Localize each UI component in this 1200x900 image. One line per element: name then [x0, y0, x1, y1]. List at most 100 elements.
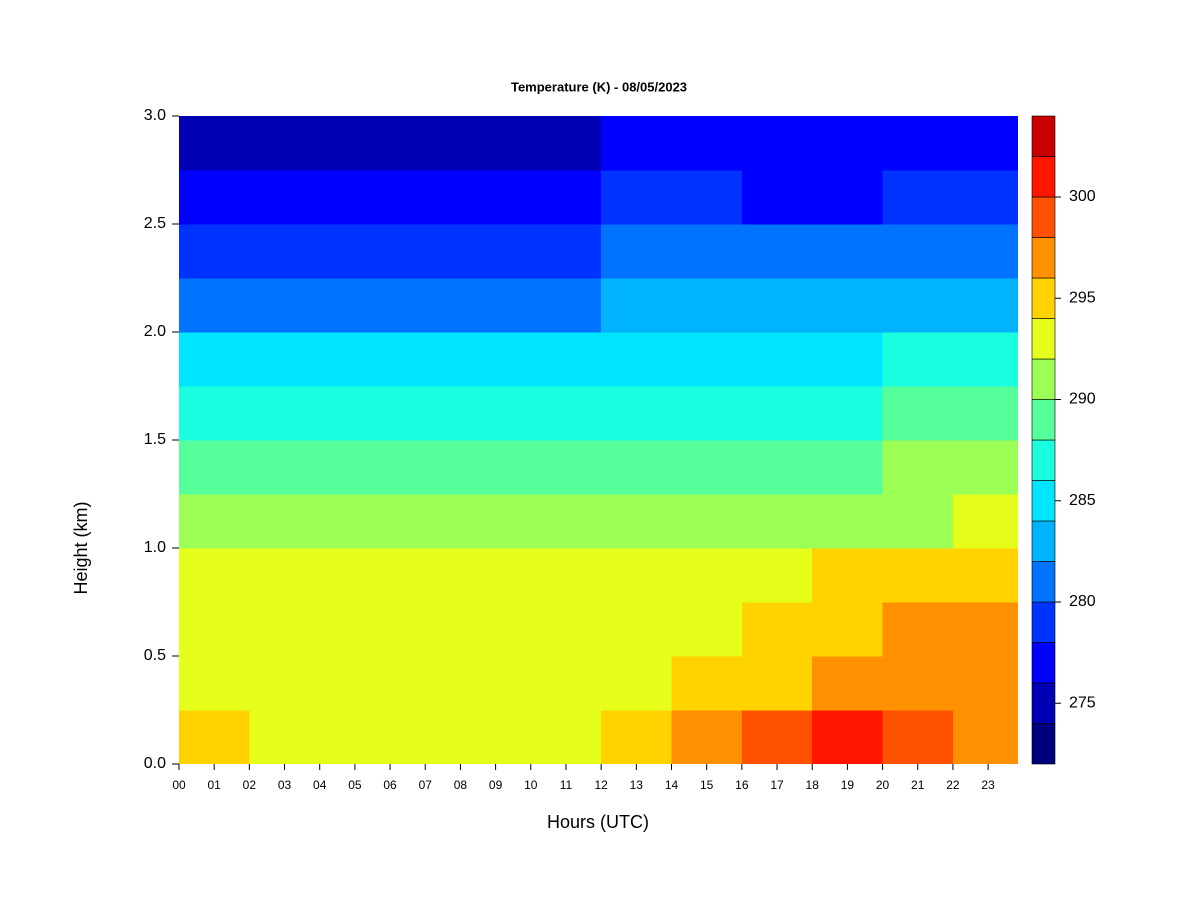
contour-cell — [390, 116, 461, 171]
contour-cell — [460, 386, 532, 441]
contour-cell — [530, 170, 602, 225]
x-tick-label: 14 — [665, 778, 679, 792]
contour-field — [179, 116, 1018, 764]
x-tick-label: 09 — [489, 778, 503, 792]
x-tick-label: 12 — [594, 778, 608, 792]
contour-cell — [179, 116, 250, 171]
contour-cell — [601, 278, 672, 333]
contour-cell — [601, 440, 672, 495]
y-tick-label: 2.5 — [144, 215, 166, 232]
contour-cell — [671, 278, 743, 333]
contour-cell — [319, 224, 391, 279]
contour-cell — [952, 170, 1018, 225]
contour-cell — [741, 224, 813, 279]
contour-cell — [671, 332, 743, 387]
contour-cell — [530, 386, 602, 441]
contour-cell — [882, 440, 954, 495]
colorbar-band — [1031, 520, 1056, 562]
x-tick-label: 08 — [454, 778, 468, 792]
contour-cell — [952, 548, 1018, 603]
contour-cell — [460, 170, 532, 225]
x-tick-label: 18 — [806, 778, 820, 792]
x-tick-label: 10 — [524, 778, 538, 792]
contour-cell — [741, 170, 813, 225]
x-tick-label: 22 — [946, 778, 960, 792]
contour-cell — [671, 224, 743, 279]
colorbar-band — [1031, 156, 1056, 198]
contour-cell — [249, 602, 321, 657]
contour-cell — [952, 332, 1018, 387]
colorbar-band — [1031, 115, 1056, 157]
contour-cell — [812, 224, 884, 279]
contour-cell — [390, 602, 461, 657]
contour-cell — [530, 494, 602, 549]
contour-cell — [319, 332, 391, 387]
contour-cell — [741, 332, 813, 387]
contour-cell — [952, 116, 1018, 171]
contour-cell — [952, 602, 1018, 657]
contour-cell — [671, 116, 743, 171]
x-tick-label: 20 — [876, 778, 890, 792]
contour-cell — [179, 170, 250, 225]
contour-cell — [882, 332, 954, 387]
x-tick-label: 21 — [911, 778, 925, 792]
colorbar-band — [1031, 277, 1056, 319]
contour-cell — [741, 386, 813, 441]
contour-cell — [741, 710, 813, 764]
contour-cell — [952, 224, 1018, 279]
contour-cell — [249, 332, 321, 387]
contour-cell — [952, 710, 1018, 764]
x-tick-label: 00 — [172, 778, 186, 792]
contour-cell — [952, 656, 1018, 711]
contour-cell — [460, 548, 532, 603]
colorbar-band — [1031, 682, 1056, 724]
x-tick-label: 03 — [278, 778, 292, 792]
contour-cell — [530, 440, 602, 495]
contour-cell — [882, 494, 954, 549]
contour-cell — [882, 116, 954, 171]
contour-cell — [179, 278, 250, 333]
contour-cell — [249, 494, 321, 549]
contour-cell — [390, 386, 461, 441]
contour-cell — [601, 332, 672, 387]
colorbar-band — [1031, 480, 1056, 522]
x-tick-label: 17 — [770, 778, 784, 792]
x-tick-label: 04 — [313, 778, 327, 792]
contour-cell — [319, 116, 391, 171]
contour-cell — [390, 170, 461, 225]
contour-cell — [952, 494, 1018, 549]
contour-cell — [601, 548, 672, 603]
contour-cell — [812, 278, 884, 333]
contour-cell — [601, 656, 672, 711]
contour-cell — [390, 440, 461, 495]
contour-cell — [812, 548, 884, 603]
colorbar-tick-label: 280 — [1069, 593, 1096, 610]
contour-cell — [460, 440, 532, 495]
contour-cell — [319, 548, 391, 603]
contour-cell — [249, 170, 321, 225]
chart-title: Temperature (K) - 08/05/2023 — [511, 79, 687, 94]
contour-cell — [952, 278, 1018, 333]
contour-cell — [390, 494, 461, 549]
contour-cell — [530, 548, 602, 603]
x-tick-label: 15 — [700, 778, 714, 792]
contour-cell — [530, 332, 602, 387]
y-tick-label: 0.5 — [144, 647, 166, 664]
contour-cell — [601, 710, 672, 764]
contour-cell — [460, 710, 532, 764]
x-tick-label: 16 — [735, 778, 749, 792]
y-tick-label: 0.0 — [144, 755, 166, 772]
contour-cell — [179, 656, 250, 711]
colorbar-tick-label: 285 — [1069, 492, 1096, 509]
contour-cell — [390, 278, 461, 333]
contour-cell — [530, 116, 602, 171]
contour-cell — [249, 710, 321, 764]
contour-cell — [671, 710, 743, 764]
contour-cell — [460, 602, 532, 657]
contour-cell — [812, 602, 884, 657]
contour-cell — [179, 386, 250, 441]
y-tick-label: 2.0 — [144, 323, 166, 340]
contour-cell — [179, 332, 250, 387]
contour-cell — [530, 602, 602, 657]
